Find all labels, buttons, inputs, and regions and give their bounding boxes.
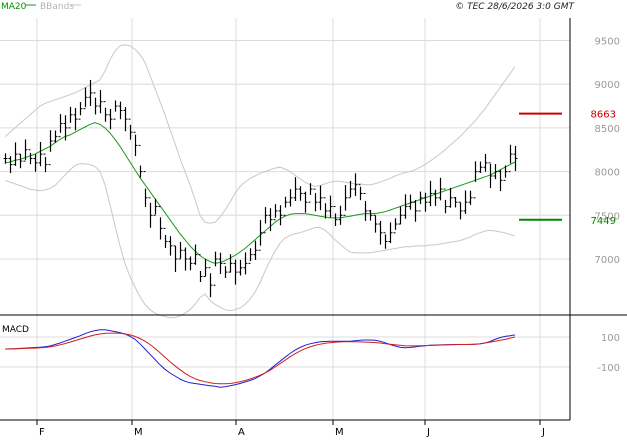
macd-label: MACD — [2, 325, 29, 335]
x-tick-label: F — [39, 427, 45, 438]
grid: 7000 7500 8000 8500 9000 9500 100 -100 F M A M J J — [0, 18, 620, 438]
ohlc-bars — [3, 79, 518, 298]
macd-signal-line — [4, 332, 516, 385]
x-tick-label: A — [238, 427, 245, 438]
x-tick-label: M — [134, 427, 143, 438]
y-tick-label: 9500 — [595, 37, 620, 48]
legend-bbands: BBands — [40, 2, 74, 12]
legend-ma20: MA20 — [1, 2, 27, 12]
x-tick-label: J — [541, 427, 545, 438]
macd-y-tick-label: 100 — [601, 333, 620, 344]
macd-y-tick-label: -100 — [597, 363, 620, 374]
levels: 8663 7449 — [519, 110, 616, 227]
y-tick-label: 7500 — [595, 211, 620, 222]
x-tick-label: J — [426, 427, 430, 438]
bband-lower-line — [4, 163, 516, 319]
resistance-label: 8663 — [591, 110, 616, 121]
copyright: © TEC 28/6/2026 3:0 GMT — [455, 2, 575, 12]
y-tick-label: 7000 — [595, 255, 620, 266]
y-tick-label: 8000 — [595, 168, 620, 179]
y-tick-label: 9000 — [595, 80, 620, 91]
y-tick-label: 8500 — [595, 124, 620, 135]
macd-panel — [4, 329, 516, 388]
x-tick-label: M — [335, 427, 344, 438]
chart-frame — [0, 18, 627, 421]
support-label: 7449 — [591, 216, 616, 227]
